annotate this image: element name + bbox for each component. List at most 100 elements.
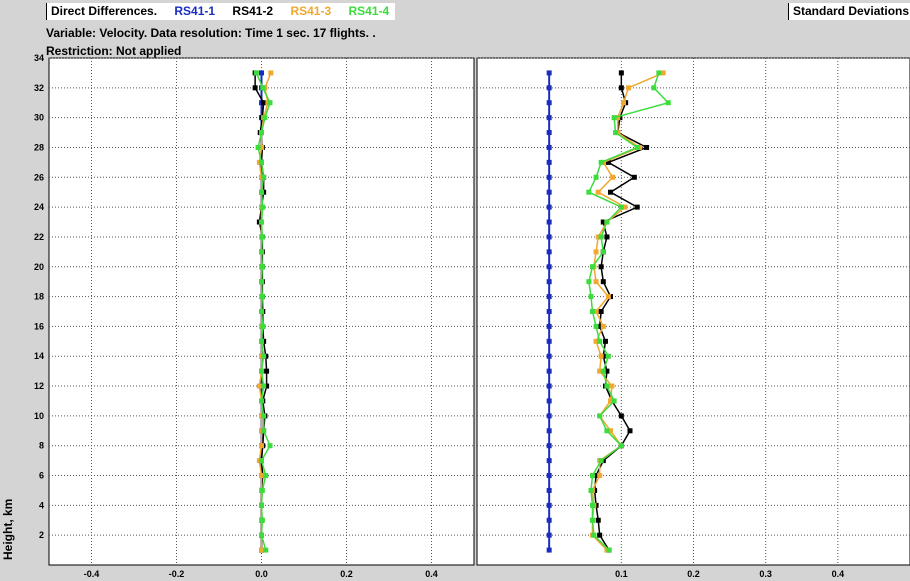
point-rs41-4-31 [260,85,266,91]
point-rs41-2-22 [600,219,606,225]
point-rs41-4-15 [260,323,266,329]
point-rs41-2-23 [634,204,640,210]
point-rs41-3-25 [610,174,616,180]
point-rs41-1-18 [546,279,552,285]
point-rs41-2-11 [264,383,270,389]
y-tick-label: 34 [34,53,44,63]
point-rs41-4-12 [600,368,606,374]
point-rs41-1-0 [546,547,552,553]
plot-area-2 [476,57,910,566]
point-rs41-2-25 [631,174,637,180]
point-rs41-4-0 [606,547,612,553]
point-rs41-1-9 [546,413,552,419]
point-rs41-1-4 [546,487,552,493]
point-rs41-2-15 [597,323,603,329]
point-rs41-3-8 [608,428,614,434]
point-rs41-2-16 [598,309,604,314]
y-tick-label: 20 [34,262,44,272]
point-rs41-1-7 [546,443,552,449]
point-rs41-4-16 [589,309,595,314]
point-rs41-2-21 [604,234,610,240]
point-rs41-2-19 [598,264,604,270]
y-tick-label: 12 [34,381,44,391]
y-tick-label: 8 [39,441,44,451]
x-tick-label: 0.1 [615,569,628,579]
point-rs41-1-14 [546,338,552,344]
point-rs41-1-23 [546,204,552,210]
point-rs41-2-18 [600,279,606,285]
restriction-line: Restriction: Not applied [46,44,182,58]
point-rs41-4-24 [586,189,592,195]
point-rs41-3-30 [620,100,626,106]
y-tick-label: 10 [34,411,44,421]
point-rs41-1-28 [546,130,552,136]
y-tick-label: 22 [34,232,44,242]
point-rs41-4-9 [261,413,267,419]
point-rs41-4-18 [259,279,264,285]
point-rs41-4-23 [260,204,266,210]
point-rs41-4-25 [261,174,267,180]
x-tick-label: 0.2 [687,569,700,579]
point-rs41-4-20 [259,249,264,255]
point-rs41-1-27 [546,144,552,150]
point-rs41-4-13 [605,353,611,359]
point-rs41-2-12 [604,368,610,374]
point-rs41-4-0 [263,547,269,553]
point-rs41-1-12 [546,368,552,374]
point-rs41-1-31 [546,85,552,91]
point-rs41-3-7 [259,443,264,449]
point-rs41-1-20 [546,249,552,255]
right-title-box: Standard Deviations [788,3,910,20]
point-rs41-4-20 [600,249,606,255]
point-rs41-1-10 [546,398,552,404]
point-rs41-4-8 [261,428,267,434]
point-rs41-4-27 [634,144,640,150]
point-rs41-3-21 [595,234,601,240]
y-tick-label: 18 [34,292,44,302]
y-tick-label: 30 [34,113,44,123]
x-tick-label: -0.2 [169,569,185,579]
point-rs41-4-15 [593,323,599,329]
point-rs41-3-32 [660,70,666,76]
point-rs41-1-16 [546,309,552,314]
point-rs41-4-28 [613,130,619,136]
variable-line: Variable: Velocity. Data resolution: Tim… [46,26,376,40]
point-rs41-2-1 [597,532,603,538]
point-rs41-2-32 [618,70,624,76]
point-rs41-1-29 [546,115,552,121]
point-rs41-4-7 [618,443,624,449]
point-rs41-4-11 [261,383,267,389]
legend-item-rs41-1: RS41-1 [174,4,216,18]
y-tick-label: 28 [34,142,44,152]
point-rs41-1-25 [546,174,552,180]
point-rs41-4-28 [259,130,264,136]
point-rs41-4-29 [262,115,268,121]
point-rs41-4-26 [259,159,264,165]
point-rs41-4-10 [611,398,617,404]
legend-item-rs41-3: RS41-3 [290,4,332,18]
point-rs41-4-21 [259,234,265,240]
point-rs41-3-0 [259,547,264,553]
point-rs41-1-1 [546,532,552,538]
point-rs41-3-16 [593,309,599,314]
point-rs41-3-29 [615,115,621,121]
point-rs41-4-22 [259,219,264,225]
point-rs41-1-13 [546,353,552,359]
point-rs41-4-19 [259,264,265,270]
point-rs41-1-6 [546,458,552,464]
x-tick-label: 0.4 [425,569,438,579]
y-tick-label: 14 [34,351,44,361]
point-rs41-4-25 [593,174,599,180]
point-rs41-4-17 [588,294,594,300]
point-rs41-4-17 [259,294,265,300]
point-rs41-4-30 [665,100,671,106]
point-rs41-1-32 [259,70,264,76]
point-rs41-1-2 [546,517,552,523]
point-rs41-4-13 [261,353,267,359]
point-rs41-4-32 [656,70,662,76]
point-rs41-1-3 [546,502,552,508]
point-rs41-1-11 [546,383,552,389]
point-rs41-4-3 [259,502,264,508]
point-rs41-1-19 [546,264,552,270]
